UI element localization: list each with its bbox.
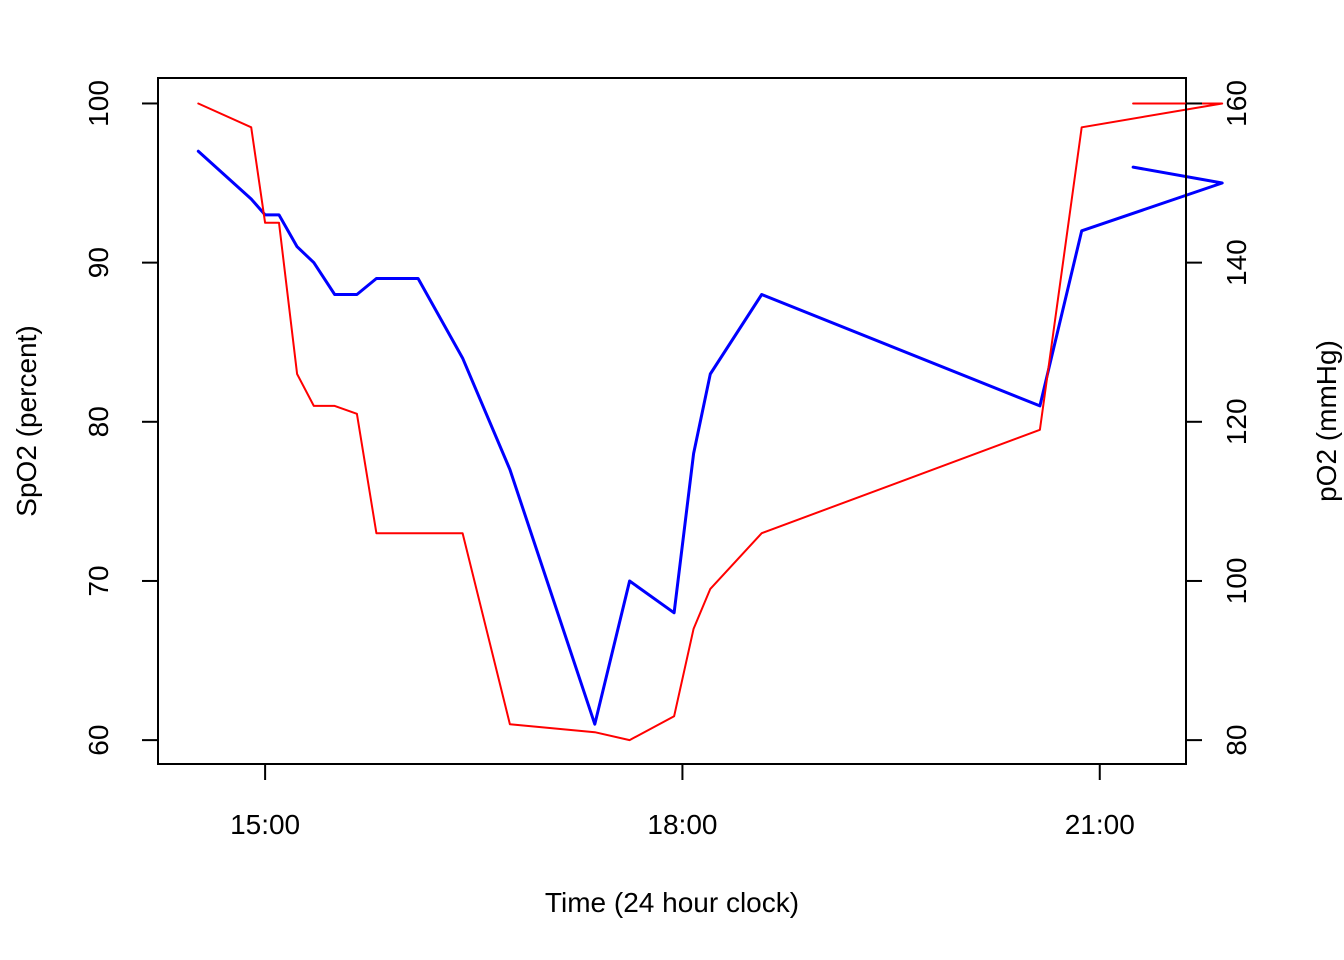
x-tick-label: 18:00	[647, 809, 717, 840]
plot-frame	[157, 77, 1187, 765]
y-left-tick-label: 100	[83, 80, 114, 127]
spo2-series-line	[196, 149, 1224, 726]
x-ticks: 15:00 18:00 21:00	[230, 764, 1135, 840]
x-tick-label: 15:00	[230, 809, 300, 840]
y-axis-left-title: SpO2 (percent)	[11, 325, 42, 516]
y-ticks-left: 60 70 80 90 100	[83, 80, 158, 756]
x-tick-label: 21:00	[1065, 809, 1135, 840]
y-right-tick-label: 120	[1221, 398, 1252, 445]
y-left-tick-label: 70	[83, 565, 114, 596]
y-right-tick-label: 100	[1221, 558, 1252, 605]
series-group	[196, 102, 1224, 742]
y-left-tick-label: 60	[83, 725, 114, 756]
y-left-tick-label: 80	[83, 406, 114, 437]
y-right-tick-label: 140	[1221, 239, 1252, 286]
y-right-tick-label: 160	[1221, 80, 1252, 127]
y-right-tick-label: 80	[1221, 725, 1252, 756]
y-axis-left: 60 70 80 90 100	[83, 80, 159, 756]
po2-series-line	[197, 102, 1224, 742]
y-axis-right: 80 100 120 140 160	[1185, 80, 1252, 756]
y-ticks-right: 80 100 120 140 160	[1186, 80, 1252, 756]
x-axis-title: Time (24 hour clock)	[545, 887, 799, 918]
y-axis-right-title: pO2 (mmHg)	[1311, 340, 1342, 502]
x-axis: 15:00 18:00 21:00	[230, 763, 1135, 840]
y-left-tick-label: 90	[83, 247, 114, 278]
